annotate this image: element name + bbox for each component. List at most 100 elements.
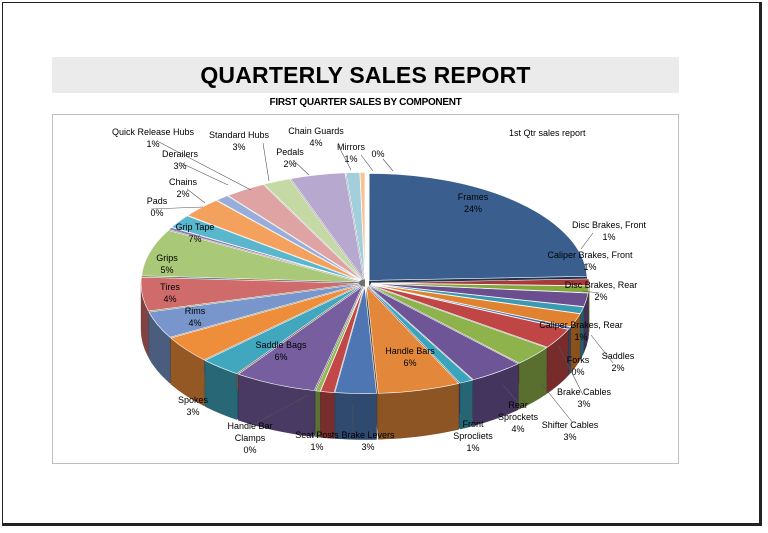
- leader-line: [582, 290, 600, 294]
- leader-line: [570, 322, 582, 334]
- data-label-chains: Chains 2%: [169, 177, 198, 199]
- pie-slice-grip-tape[interactable]: [141, 229, 360, 283]
- report-subtitle: FIRST QUARTER SALES BY COMPONENT: [269, 97, 462, 108]
- pie-slice-brake-levers[interactable]: [334, 286, 377, 394]
- svg-text:Disc Brakes, Rear: Disc Brakes, Rear: [565, 280, 638, 290]
- data-label-chain-guards: Chain Guards 4%: [288, 126, 344, 148]
- pie-slice-spokes[interactable]: [204, 285, 362, 374]
- data-label-caliper-brakes-front: Caliper Brakes, Front 1%: [547, 250, 633, 272]
- pie-slice-caliper-brakes-front[interactable]: [370, 282, 590, 294]
- svg-text:5%: 5%: [160, 265, 173, 275]
- svg-text:4%: 4%: [511, 424, 524, 434]
- svg-text:Chain Guards: Chain Guards: [288, 126, 344, 136]
- svg-text:3%: 3%: [232, 142, 245, 152]
- leader-line: [580, 232, 594, 250]
- pie-slice-chain-guards[interactable]: [290, 172, 365, 280]
- data-label-standard-hubs: Standard Hubs 3%: [209, 130, 270, 152]
- svg-text:Mirrors: Mirrors: [337, 142, 365, 152]
- leader-line: [156, 140, 252, 191]
- pie-slice-unlabeled[interactable]: [359, 172, 366, 280]
- leader-line: [180, 162, 229, 186]
- leader-line: [578, 262, 590, 272]
- svg-text:Front: Front: [462, 419, 484, 429]
- pie-slice-frames[interactable]: [368, 173, 588, 281]
- pie-chart-area[interactable]: 1st Qtr sales report Frames 24% Disc Brakes…: [52, 114, 679, 464]
- data-label-pedals: Pedals 2%: [276, 147, 304, 169]
- pie-slice-pedals[interactable]: [263, 178, 363, 280]
- leader-line: [360, 154, 374, 172]
- svg-text:Sprockets: Sprockets: [498, 412, 539, 422]
- pie-slice-caliper-brakes-rear[interactable]: [370, 283, 585, 314]
- svg-text:Quick Release Hubs: Quick Release Hubs: [112, 127, 195, 137]
- svg-text:1%: 1%: [344, 154, 357, 164]
- svg-text:0%: 0%: [571, 367, 584, 377]
- leader-line: [462, 384, 474, 422]
- svg-text:Chains: Chains: [169, 177, 198, 187]
- data-label-seat-posts: Seat Posts 1%: [295, 430, 339, 452]
- pie-slice-standard-hubs[interactable]: [227, 184, 362, 281]
- data-label-front-sprocliets: Front Sprocliets 1%: [453, 419, 493, 453]
- data-label-tires: Tires 4%: [160, 282, 180, 304]
- svg-text:Standard Hubs: Standard Hubs: [209, 130, 270, 140]
- data-label-brake-cables: Brake Cables 3%: [557, 387, 612, 409]
- svg-text:2%: 2%: [611, 363, 624, 373]
- svg-text:Pads: Pads: [147, 196, 168, 206]
- leader-line: [540, 382, 574, 424]
- data-label-pads: Pads 0%: [147, 196, 168, 218]
- svg-text:6%: 6%: [403, 358, 416, 368]
- svg-text:0%: 0%: [371, 149, 384, 159]
- svg-text:Brake Cables: Brake Cables: [557, 387, 612, 397]
- svg-text:Handle Bar: Handle Bar: [227, 421, 272, 431]
- svg-text:3%: 3%: [361, 442, 374, 452]
- pie-slice-grips[interactable]: [140, 276, 360, 312]
- svg-text:Tires: Tires: [160, 282, 180, 292]
- pie-chart: 1st Qtr sales report Frames 24% Disc Brakes…: [112, 126, 647, 455]
- svg-text:2%: 2%: [594, 292, 607, 302]
- svg-text:0%: 0%: [243, 445, 256, 455]
- pie-slice-shifter-cables[interactable]: [369, 285, 548, 364]
- svg-text:4%: 4%: [163, 294, 176, 304]
- pie-slice-derailers[interactable]: [186, 200, 361, 281]
- svg-text:3%: 3%: [186, 407, 199, 417]
- data-label-mirrors: Mirrors 1%: [337, 142, 365, 164]
- svg-text:Derailers: Derailers: [162, 149, 199, 159]
- pie-slice-tires[interactable]: [148, 284, 360, 338]
- svg-text:1%: 1%: [602, 232, 615, 242]
- svg-text:7%: 7%: [188, 234, 201, 244]
- pie-slice-quick-release-hubs[interactable]: [215, 195, 362, 281]
- leader-line: [337, 144, 352, 171]
- pie-slice-disc-brakes-rear[interactable]: [370, 283, 589, 307]
- svg-text:1%: 1%: [574, 332, 587, 342]
- svg-text:24%: 24%: [464, 204, 482, 214]
- svg-text:Rear: Rear: [508, 400, 528, 410]
- data-label-derailers: Derailers 3%: [162, 149, 199, 171]
- svg-text:3%: 3%: [563, 432, 576, 442]
- leader-line: [150, 206, 204, 210]
- svg-text:Shifter Cables: Shifter Cables: [542, 420, 599, 430]
- pie-slice-handle-bar-clamps[interactable]: [314, 286, 365, 392]
- pie-slice-forks[interactable]: [370, 284, 572, 330]
- svg-text:6%: 6%: [274, 352, 287, 362]
- svg-text:Brake Levers: Brake Levers: [341, 430, 395, 440]
- svg-text:Grip Tape: Grip Tape: [176, 222, 215, 232]
- svg-text:1%: 1%: [583, 262, 596, 272]
- pie-slice-rims[interactable]: [170, 284, 361, 361]
- svg-text:1%: 1%: [146, 139, 159, 149]
- pie-slice-saddle-bags[interactable]: [237, 285, 364, 391]
- pie-slice-front-sprocliets[interactable]: [367, 285, 474, 384]
- data-label-spokes: Spokes 3%: [178, 395, 209, 417]
- svg-text:Pedals: Pedals: [276, 147, 304, 157]
- leader-line: [502, 384, 524, 409]
- data-label-caliper-brakes-rear: Caliper Brakes, Rear 1%: [539, 320, 623, 342]
- svg-text:Frames: Frames: [458, 192, 489, 202]
- pie-slice-rear-sprockets[interactable]: [368, 285, 519, 381]
- data-label-saddle-bags: Saddle Bags 6%: [255, 340, 307, 362]
- pie-slice-handle-bars[interactable]: [366, 285, 460, 394]
- svg-text:3%: 3%: [173, 161, 186, 171]
- data-label-handle-bar-clamps: Handle Bar Clamps 0%: [227, 421, 272, 455]
- pie-slice-brake-cables[interactable]: [370, 284, 569, 348]
- pie-slice-chains[interactable]: [170, 215, 361, 282]
- svg-text:1%: 1%: [310, 442, 323, 452]
- data-label-grips: Grips 5%: [156, 253, 178, 275]
- svg-text:1%: 1%: [466, 443, 479, 453]
